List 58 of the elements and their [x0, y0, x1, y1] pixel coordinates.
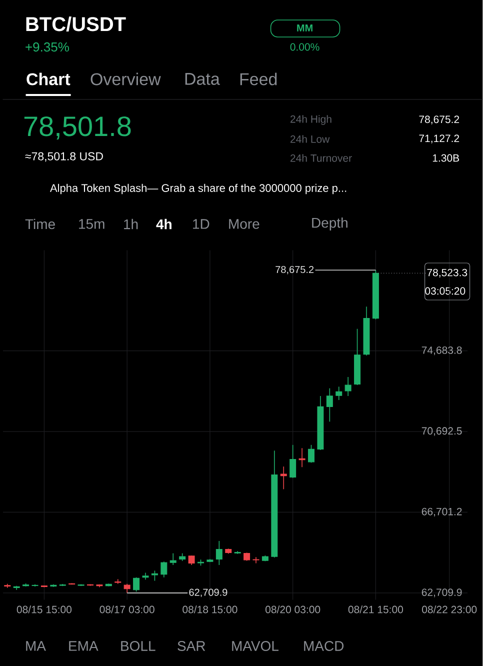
candlestick: [252, 556, 260, 564]
text: MACD: [304, 641, 344, 651]
text: 24h High: [290, 115, 332, 125]
candlestick: [124, 583, 130, 594]
candlestick: [290, 444, 296, 478]
x-tick-label: 08/18 15:00: [182, 606, 238, 614]
annotation: 78,675.2: [276, 266, 314, 274]
text: Alpha Token Splash— Grab a share of the 3000000 prize p...: [50, 184, 346, 194]
y-tick-label: 70,692.5: [422, 427, 462, 436]
text: 1.30B: [433, 154, 460, 162]
y-tick-label: 66,701.2: [422, 508, 462, 517]
x-tick-label: 08/20 03:00: [266, 606, 320, 614]
candlestick: [308, 444, 315, 464]
candlestick: [336, 386, 342, 400]
candlestick: [188, 555, 195, 566]
text: Chart: [26, 72, 70, 86]
text: 78,501.8: [24, 116, 131, 140]
text: Time: [25, 218, 56, 230]
candlestick: [160, 561, 168, 578]
text: ≈78,501.8 USD: [25, 152, 104, 162]
text: MM: [297, 24, 313, 32]
x-tick-label: 08/15 15:00: [16, 606, 72, 614]
candlestick: [344, 376, 352, 396]
text: 24h Turnover: [290, 154, 352, 162]
text: MA: [26, 641, 46, 651]
text: Data: [185, 73, 220, 85]
text: 24h Low: [290, 135, 330, 143]
ref-line-label: 78,523.3: [427, 268, 468, 278]
annotation: 62,709.9: [189, 588, 228, 598]
text: EMA: [69, 641, 98, 651]
text: 1h: [124, 218, 138, 230]
text: Feed: [240, 72, 277, 86]
candlestick: [280, 466, 287, 490]
x-tick-label: 08/21 15:00: [348, 606, 404, 614]
text: BOLL: [121, 641, 156, 651]
candlestick: [142, 572, 149, 580]
chart-subtitle: +9.35%: [26, 42, 70, 52]
text: 78,675.2: [419, 116, 460, 124]
text: MAVOL: [232, 641, 279, 651]
text: 1D: [193, 219, 210, 229]
chart-title: BTC/USDT: [26, 16, 126, 32]
y-tick-label: 62,709.9: [422, 588, 462, 598]
candlestick: [326, 388, 334, 422]
annotation: 03:05:20: [425, 287, 466, 295]
text: 0.00%: [290, 43, 320, 51]
text: Overview: [90, 72, 161, 86]
candlestick: [216, 540, 223, 566]
text: SAR: [178, 641, 206, 651]
x-tick-label: 08/22 23:00: [422, 606, 477, 614]
candlestick: [133, 576, 140, 592]
text: Depth: [312, 217, 348, 231]
x-tick-label: 08/17 03:00: [100, 606, 154, 614]
y-tick-label: 74,683.8: [422, 346, 462, 356]
text: 15m: [79, 219, 104, 229]
text: 71,127.2: [419, 134, 460, 144]
text: More: [229, 219, 260, 229]
text: 4h: [156, 218, 172, 230]
candlestick: [170, 552, 176, 566]
